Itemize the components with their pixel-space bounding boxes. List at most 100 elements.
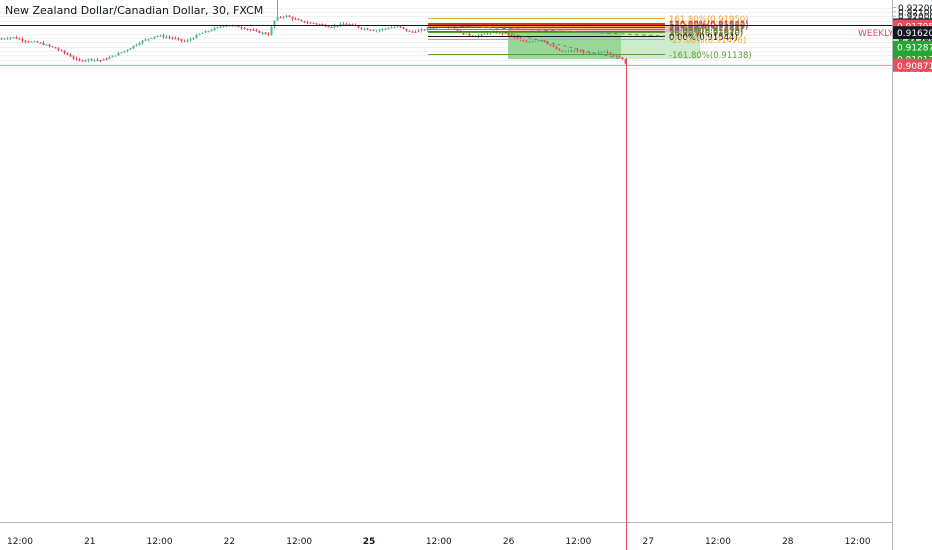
candles (0, 0, 627, 550)
candle-body (546, 42, 549, 45)
candle-body (534, 40, 537, 42)
weekly-label: WEEKLY (858, 29, 894, 39)
candle-body (60, 50, 63, 52)
candle-body (528, 41, 531, 43)
price-tick-label: 0.92200 (898, 4, 932, 14)
candle-body (300, 20, 303, 22)
candle-body (252, 29, 255, 31)
candle-body (18, 38, 21, 40)
candle-body (132, 45, 135, 49)
candle-body (270, 27, 273, 35)
candle-body (567, 50, 570, 52)
candle-body (612, 54, 615, 56)
candle-body (57, 48, 60, 51)
candle-body (342, 23, 345, 25)
candle-body (618, 55, 621, 58)
candle-body (69, 54, 72, 57)
candle-body (399, 26, 402, 28)
candle-body (213, 28, 216, 31)
candle-body (162, 35, 165, 38)
candle-body (255, 30, 258, 32)
candle-body (432, 27, 435, 29)
candle-body (603, 51, 606, 53)
candle-body (216, 27, 219, 29)
candle-body (339, 23, 342, 26)
candle-body (606, 51, 609, 53)
time-tick-label: 12:00 (7, 537, 33, 547)
time-axis: 12:00 21 12:00 22 12:00 25 12:00 26 12:00 27 12:00… (0, 522, 892, 550)
candle-body (429, 28, 432, 30)
candle-body (144, 39, 147, 41)
price-tick-label: 0.92000 (898, 13, 932, 23)
price-axis: 0.922000.921000.920000.919000.918000.917… (892, 0, 932, 550)
candle-body (117, 53, 120, 56)
candle-body (129, 48, 132, 50)
candle-body (210, 30, 213, 32)
candle-body (417, 30, 420, 33)
candle-body (72, 56, 75, 59)
candle-body (309, 22, 312, 24)
candle-body (291, 17, 294, 19)
candle-body (201, 32, 204, 34)
candle-body (561, 50, 564, 52)
candle-body (318, 24, 321, 26)
candle-body (156, 36, 159, 38)
candle-body (504, 32, 507, 34)
fib-level-label: 100.00%(0.91795) (669, 22, 749, 32)
candle-body (219, 26, 222, 28)
candle-body (486, 33, 489, 35)
candle-body (174, 38, 177, 40)
candle-body (501, 32, 504, 34)
candle-body (75, 58, 78, 60)
candle-body (366, 28, 369, 30)
candle-body (543, 40, 546, 43)
candle-body (624, 59, 627, 64)
time-tick-label: 12:00 (286, 537, 312, 547)
candle-body (261, 32, 264, 34)
candle-body (222, 26, 225, 28)
candle-body (588, 52, 591, 54)
candle-body (234, 25, 237, 27)
candle-body (273, 20, 276, 28)
candle-body (405, 28, 408, 31)
stop-loss-zone (508, 25, 700, 33)
candle-body (48, 44, 51, 47)
candle-body (9, 37, 12, 39)
candle-body (258, 30, 261, 33)
fib-level-label: 88.60%(0.91766) (669, 23, 743, 33)
candle-body (189, 39, 192, 41)
candle-body (570, 50, 573, 52)
candle-body (465, 33, 468, 35)
candle-body (78, 59, 81, 61)
candle-body (480, 33, 483, 36)
fib-level-label: -27.00%(0.91476) (669, 36, 746, 46)
candle-body (582, 51, 585, 53)
candle-body (285, 15, 288, 17)
candle-body (516, 37, 519, 39)
price-tick-label: 0.91500 (898, 34, 932, 44)
candle-body (204, 31, 207, 33)
candle-body (423, 29, 426, 31)
candle-body (195, 35, 198, 39)
candle-body (6, 38, 9, 40)
fib-level-label: -161.80%(0.91138) (669, 51, 752, 61)
candle-body (378, 29, 381, 31)
candle-body (264, 32, 267, 35)
candle-body (108, 57, 111, 59)
time-tick-label: 25 (363, 537, 376, 547)
time-tick-label: 12:00 (845, 537, 871, 547)
candle-body (348, 24, 351, 26)
fib-level-label: 38.20%(0.91640) (669, 29, 743, 39)
candle-body (384, 28, 387, 30)
candle-body (396, 26, 399, 28)
candle-body (237, 25, 240, 28)
fib-trend-line (431, 24, 666, 37)
candle-body (30, 41, 33, 43)
candle-body (66, 53, 69, 55)
price-label-badge (893, 40, 932, 54)
candle-body (336, 25, 339, 27)
candle-body (363, 28, 366, 30)
candle-body (357, 26, 360, 28)
candle-body (120, 52, 123, 54)
